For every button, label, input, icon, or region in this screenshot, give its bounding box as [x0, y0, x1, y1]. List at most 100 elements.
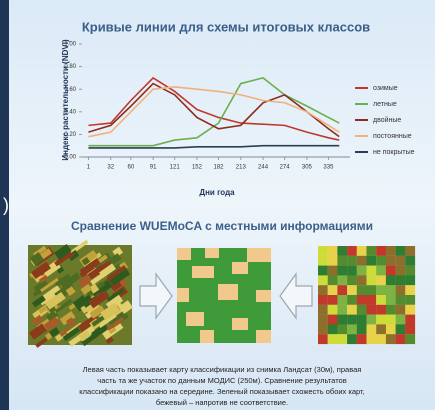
map-pixel	[357, 295, 367, 305]
map-mismatch	[232, 318, 248, 330]
map-pixel	[376, 324, 386, 334]
map-pixel	[337, 324, 347, 334]
map-pixel	[328, 315, 338, 325]
map-pixel	[405, 334, 415, 344]
map-pixel	[328, 305, 338, 315]
map-pixel	[386, 256, 396, 266]
map-pixel	[357, 266, 367, 276]
legend-label: летные	[373, 101, 397, 108]
caption-line: классификации показано на середине. Зеле…	[79, 387, 364, 396]
map-pixel	[396, 324, 406, 334]
map-pixel	[376, 334, 386, 344]
map-pixel	[396, 266, 406, 276]
map-pixel	[318, 324, 328, 334]
y-tick-label: 0.40	[64, 109, 76, 115]
map-pixel	[367, 285, 377, 295]
map-pixel	[396, 246, 406, 256]
x-tick-label: 91	[150, 165, 157, 171]
map-pixel	[328, 285, 338, 295]
x-tick-label: 32	[107, 165, 114, 171]
map-pixel	[405, 315, 415, 325]
caption-line: бежевый – напротив не соответствие.	[156, 398, 288, 407]
map-pixel	[337, 275, 347, 285]
x-tick-label: 213	[236, 165, 247, 171]
map-pixel	[396, 334, 406, 344]
map-pixel	[347, 324, 357, 334]
x-tick-label: 244	[258, 165, 269, 171]
map-pixel	[386, 266, 396, 276]
map-pixel	[318, 266, 328, 276]
map-pixel	[347, 285, 357, 295]
map-pixel	[376, 246, 386, 256]
x-tick-label: 335	[323, 165, 334, 171]
map-pixel	[386, 246, 396, 256]
caption-line: Левая часть показывает карту классификац…	[83, 365, 362, 374]
map-pixel	[318, 295, 328, 305]
map-pixel	[376, 305, 386, 315]
x-axis-label: Дни года	[199, 188, 235, 197]
map-comparison	[177, 248, 271, 343]
legend-label: не покрытые	[373, 149, 415, 156]
map-pixel	[318, 315, 328, 325]
map-pixel	[367, 266, 377, 276]
map-pixel	[337, 295, 347, 305]
map-pixel	[386, 285, 396, 295]
section-title: Сравнение WUEMoCA с местными информациям…	[71, 219, 373, 233]
map-pixel	[337, 334, 347, 344]
map-pixel	[405, 295, 415, 305]
map-pixel	[347, 266, 357, 276]
map-pixel	[405, 266, 415, 276]
poster: ) Кривые линии для схемы итоговых классо…	[0, 0, 435, 410]
map-pixel	[405, 256, 415, 266]
map-mismatch	[256, 330, 271, 343]
map-pixel	[347, 334, 357, 344]
x-tick-label: 274	[280, 165, 291, 171]
map-pixel	[337, 266, 347, 276]
map-pixel	[357, 246, 367, 256]
map-pixel	[347, 295, 357, 305]
map-pixel	[367, 324, 377, 334]
map-mismatch	[247, 248, 271, 262]
map-pixel	[328, 324, 338, 334]
map-pixel	[347, 275, 357, 285]
map-mismatch	[177, 248, 191, 260]
x-tick-label: 121	[170, 165, 181, 171]
map-pixel	[386, 324, 396, 334]
map-pixel	[357, 285, 367, 295]
map-pixel	[318, 334, 328, 344]
map-pixel	[328, 334, 338, 344]
maps	[28, 240, 415, 348]
map-mismatch	[256, 290, 271, 302]
map-pixel	[376, 275, 386, 285]
y-tick-label: 0.20	[64, 132, 76, 138]
map-mismatch	[232, 262, 248, 274]
map-mismatch	[205, 248, 219, 258]
y-tick-label: 0.00	[64, 155, 76, 161]
map-pixel	[405, 275, 415, 285]
map-pixel	[328, 275, 338, 285]
map-pixel	[405, 246, 415, 256]
x-tick-label: 305	[302, 165, 313, 171]
map-pixel	[396, 305, 406, 315]
map-modis	[318, 246, 415, 344]
map-pixel	[396, 275, 406, 285]
map-pixel	[357, 256, 367, 266]
map-pixel	[357, 305, 367, 315]
map-pixel	[367, 315, 377, 325]
map-pixel	[367, 246, 377, 256]
map-pixel	[347, 315, 357, 325]
map-pixel	[367, 275, 377, 285]
map-pixel	[328, 266, 338, 276]
map-pixel	[386, 334, 396, 344]
map-pixel	[376, 266, 386, 276]
map-pixel	[337, 305, 347, 315]
map-pixel	[357, 334, 367, 344]
map-mismatch	[218, 284, 238, 300]
edge-mark: )	[3, 195, 9, 215]
map-pixel	[347, 305, 357, 315]
map-pixel	[396, 256, 406, 266]
y-tick-label: 1.00	[64, 42, 76, 48]
map-pixel	[386, 315, 396, 325]
map-pixel	[396, 295, 406, 305]
map-pixel	[386, 295, 396, 305]
